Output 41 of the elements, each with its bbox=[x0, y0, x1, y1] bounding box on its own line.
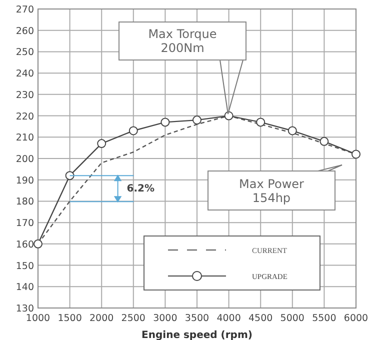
y-tick-label: 260 bbox=[16, 26, 34, 37]
y-tick-label: 140 bbox=[16, 282, 34, 294]
y-tick-label: 250 bbox=[16, 47, 34, 58]
x-tick-label: 2000 bbox=[90, 313, 114, 324]
x-tick-label: 1500 bbox=[58, 313, 82, 324]
y-tick-label: 190 bbox=[16, 175, 34, 186]
x-axis-title: Engine speed (rpm) bbox=[142, 330, 252, 340]
y-tick-label: 270 bbox=[16, 4, 34, 16]
x-tick-label: 3500 bbox=[184, 313, 210, 324]
y-tick-label: 210 bbox=[16, 132, 34, 144]
y-tick-label: 180 bbox=[16, 196, 34, 208]
point bbox=[97, 139, 106, 148]
x-tick-label: 4000 bbox=[216, 313, 241, 324]
annotation: Max Power 154hp bbox=[239, 177, 304, 205]
x-tick-label: 6000 bbox=[344, 313, 368, 324]
point bbox=[128, 126, 138, 136]
point bbox=[320, 136, 329, 146]
x-tick-label: 3000 bbox=[153, 313, 178, 324]
point bbox=[160, 118, 170, 127]
point bbox=[65, 171, 74, 180]
point bbox=[256, 118, 266, 127]
y-tick-label: 170 bbox=[16, 218, 34, 230]
y-tick-label: 160 bbox=[16, 239, 34, 250]
y-tick-label: 240 bbox=[16, 68, 34, 80]
x-tick-label: 2500 bbox=[121, 313, 146, 324]
y-tick-label: 150 bbox=[16, 260, 34, 272]
point bbox=[352, 150, 360, 159]
y-tick-label: 220 bbox=[16, 111, 34, 122]
point bbox=[224, 111, 234, 120]
annotation: Max Torque 200Nm bbox=[148, 27, 217, 55]
x-tick-label: 1000 bbox=[26, 313, 50, 324]
annotation: 6.2% bbox=[126, 184, 155, 195]
x-tick-label: 5000 bbox=[280, 313, 304, 324]
x-tick-label: 5500 bbox=[312, 313, 336, 324]
y-tick-label: 200 bbox=[16, 154, 34, 165]
point bbox=[288, 126, 297, 136]
y-tick-label: 230 bbox=[16, 90, 34, 101]
x-tick-label: 4500 bbox=[248, 313, 273, 324]
point bbox=[34, 239, 42, 248]
y-tick-label: 130 bbox=[16, 304, 34, 314]
point bbox=[192, 116, 202, 125]
